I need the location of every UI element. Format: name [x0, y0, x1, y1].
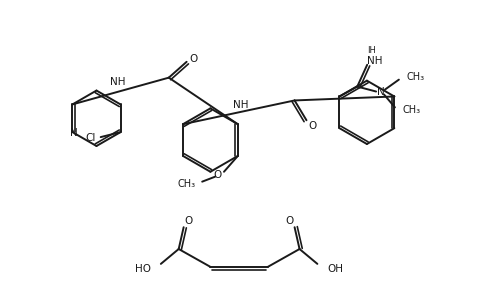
- Text: N: N: [377, 86, 385, 96]
- Text: CH₃: CH₃: [407, 72, 425, 82]
- Text: IH: IH: [367, 46, 376, 55]
- Text: NH: NH: [110, 77, 125, 87]
- Text: O: O: [213, 170, 221, 180]
- Text: HO: HO: [135, 264, 151, 274]
- Text: NH: NH: [233, 100, 248, 110]
- Text: CH₃: CH₃: [403, 105, 421, 115]
- Text: O: O: [286, 216, 294, 226]
- Text: Cl: Cl: [86, 133, 96, 143]
- Text: N: N: [69, 128, 77, 138]
- Text: O: O: [185, 216, 193, 226]
- Text: OH: OH: [327, 264, 343, 274]
- Text: NH: NH: [367, 56, 383, 66]
- Text: CH₃: CH₃: [177, 179, 195, 189]
- Text: O: O: [308, 121, 316, 131]
- Text: O: O: [190, 54, 198, 64]
